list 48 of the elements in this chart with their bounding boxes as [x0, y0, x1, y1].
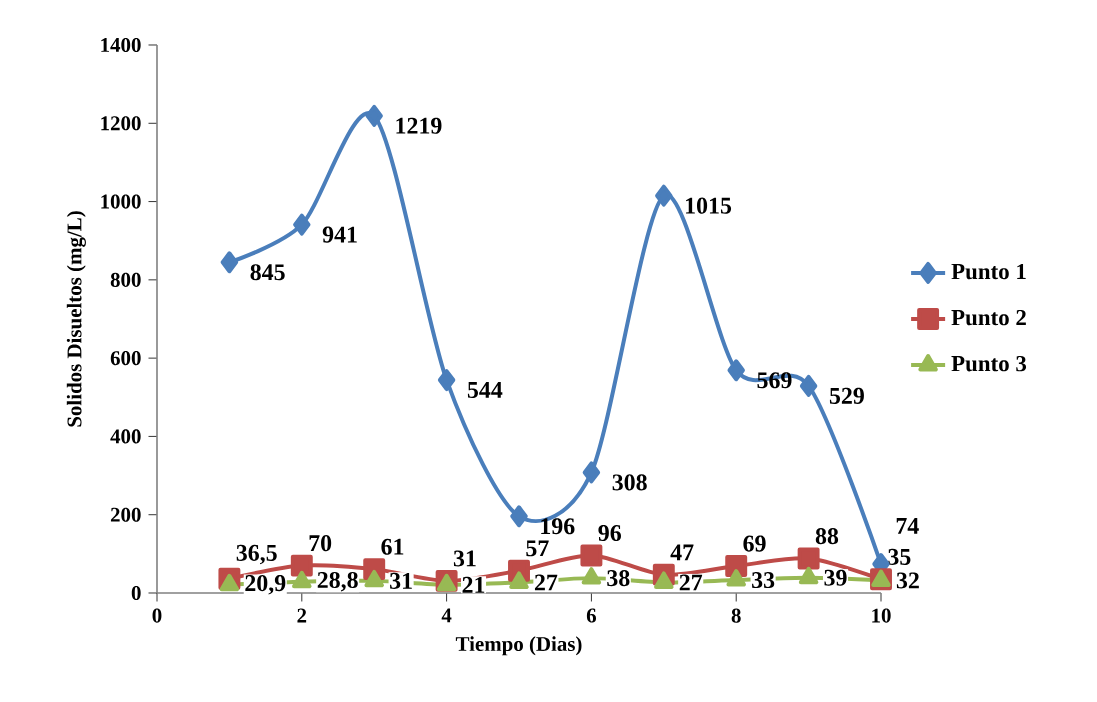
y-tick-label: 1000 — [101, 194, 141, 209]
y-tick-label: 600 — [110, 351, 141, 366]
x-tick-label: 4 — [441, 608, 452, 623]
legend-label: Punto 1 — [951, 263, 1026, 280]
data-label: 845 — [250, 264, 285, 281]
x-tick-label: 8 — [731, 608, 741, 623]
x-tick-label: 0 — [152, 608, 162, 623]
data-label: 70 — [309, 535, 332, 552]
data-label: 308 — [612, 474, 647, 491]
data-label: 47 — [670, 544, 694, 561]
data-label: 21 — [462, 576, 485, 593]
data-label: 35 — [888, 548, 911, 565]
data-label: 32 — [896, 572, 919, 589]
data-label: 529 — [829, 387, 864, 404]
data-label: 69 — [743, 535, 766, 552]
data-label: 96 — [598, 525, 621, 542]
legend-label: Punto 2 — [951, 309, 1026, 326]
y-tick-label: 400 — [110, 429, 141, 444]
data-label: 57 — [526, 540, 549, 557]
y-tick-label: 1400 — [101, 37, 141, 53]
data-label: 38 — [607, 570, 630, 587]
data-label: 28,8 — [317, 571, 358, 592]
data-label: 61 — [381, 538, 404, 555]
data-label: 27 — [534, 574, 558, 591]
x-axis-title: Tiempo (Dias) — [455, 636, 582, 656]
data-label: 1219 — [396, 117, 442, 134]
y-tick-label: 1200 — [101, 116, 141, 131]
data-label: 36,5 — [236, 544, 277, 565]
data-label: 31 — [390, 572, 412, 589]
data-label: 196 — [541, 518, 575, 535]
data-label: 39 — [824, 569, 847, 586]
x-tick-label: 2 — [297, 608, 307, 623]
data-label: 544 — [467, 382, 503, 398]
data-label: 27 — [679, 574, 703, 591]
y-axis-title: Solidos Disueltos (mg/L) — [66, 211, 86, 427]
data-label: 88 — [815, 528, 839, 545]
y-tick-label: 200 — [110, 507, 141, 522]
x-tick-label: 6 — [586, 608, 597, 623]
data-label: 1015 — [686, 197, 732, 214]
data-label: 20,9 — [245, 575, 286, 595]
data-label: 33 — [752, 572, 775, 589]
y-tick-label: 0 — [131, 585, 141, 601]
legend-label: Punto 3 — [951, 355, 1027, 372]
data-label: 941 — [322, 226, 357, 243]
x-tick-label: 10 — [872, 608, 891, 623]
data-label: 74 — [896, 518, 919, 534]
y-tick-label: 800 — [110, 272, 141, 287]
data-label: 31 — [453, 550, 476, 567]
